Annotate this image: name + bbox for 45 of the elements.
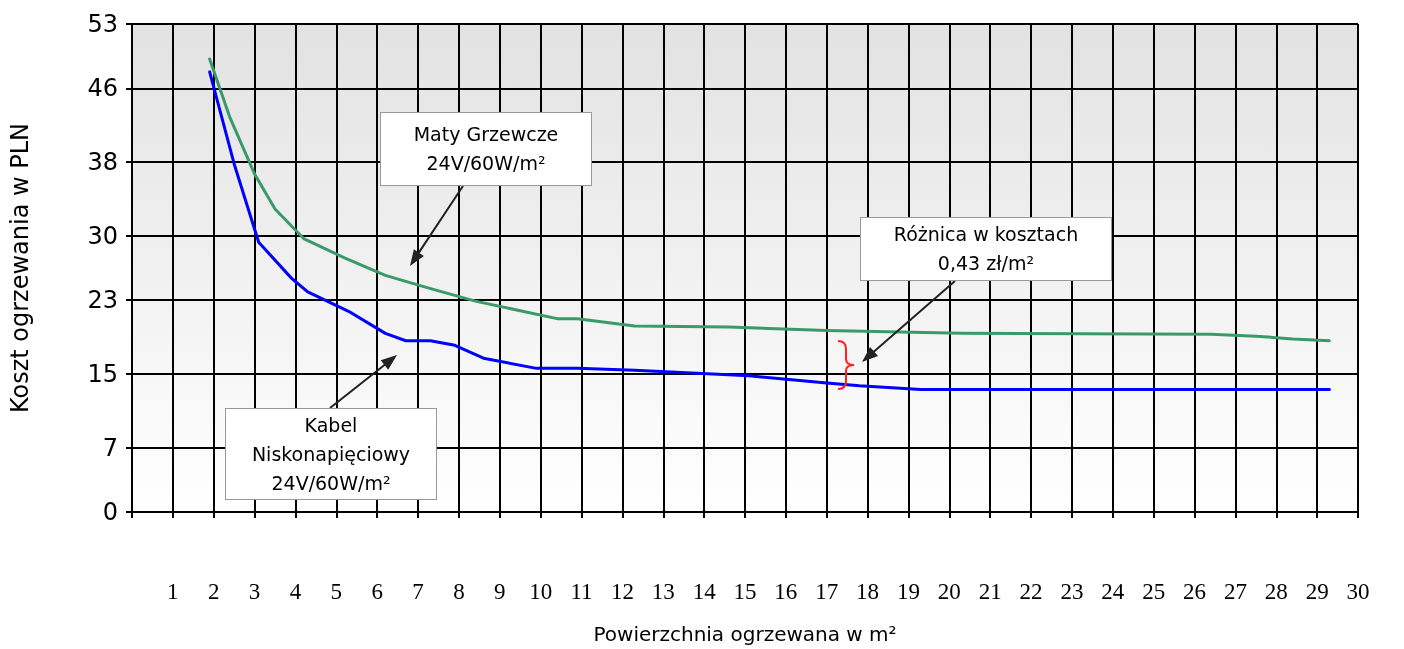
x-tick-label: 24 <box>1101 579 1125 604</box>
x-tick-label: 28 <box>1264 579 1288 604</box>
y-tick-label: 15 <box>87 359 118 388</box>
x-tick-label: 8 <box>453 579 465 604</box>
line-series <box>208 57 1331 343</box>
x-tick-label: 4 <box>289 579 302 604</box>
y-tick-label: 30 <box>87 221 118 250</box>
x-tick-label: 19 <box>896 579 920 604</box>
x-tick-label: 26 <box>1183 579 1207 604</box>
x-tick-label: 18 <box>856 579 880 604</box>
x-tick-label: 21 <box>978 579 1002 604</box>
callout-box: Różnica w kosztach 0,43 zł/m² <box>860 217 1112 281</box>
line-series <box>208 70 1331 392</box>
x-tick-label: 3 <box>248 579 261 604</box>
x-axis-title: Powierzchnia ogrzewana w m² <box>593 622 897 646</box>
x-tick-label: 14 <box>692 579 717 604</box>
x-tick-label: 27 <box>1223 579 1247 604</box>
y-tick-label: 53 <box>87 10 118 38</box>
x-tick-label: 30 <box>1346 579 1370 604</box>
callout-box: Maty Grzewcze 24V/60W/m² <box>380 112 592 186</box>
y-tick-label: 7 <box>102 433 118 462</box>
x-tick-label: 20 <box>937 579 961 604</box>
x-tick-label: 2 <box>207 579 220 604</box>
x-tick-label: 17 <box>815 579 839 604</box>
x-tick-label: 7 <box>412 579 424 604</box>
y-tick-label: 46 <box>87 74 118 103</box>
x-tick-label: 12 <box>610 579 634 604</box>
x-tick-label: 10 <box>529 579 553 604</box>
x-tick-label: 1 <box>167 579 179 604</box>
x-tick-label: 9 <box>494 579 506 604</box>
x-tick-label: 25 <box>1142 579 1166 604</box>
y-tick-label: 0 <box>102 498 118 526</box>
x-tick-label: 16 <box>774 579 798 604</box>
x-tick-label: 29 <box>1305 579 1329 604</box>
callout-box: Kabel Niskonapięciowy 24V/60W/m² <box>225 408 437 500</box>
x-tick-label: 15 <box>733 579 757 604</box>
y-tick-label: 23 <box>87 286 118 315</box>
x-tick-label: 22 <box>1019 579 1043 604</box>
x-tick-label: 6 <box>371 579 383 604</box>
x-tick-label: 23 <box>1060 579 1084 604</box>
y-tick-label: 38 <box>87 148 118 177</box>
x-tick-label: 13 <box>651 579 675 604</box>
y-axis-title: Koszt ogrzewania w PLN <box>6 122 34 414</box>
x-tick-label: 5 <box>330 579 343 604</box>
x-tick-label: 11 <box>570 579 593 604</box>
